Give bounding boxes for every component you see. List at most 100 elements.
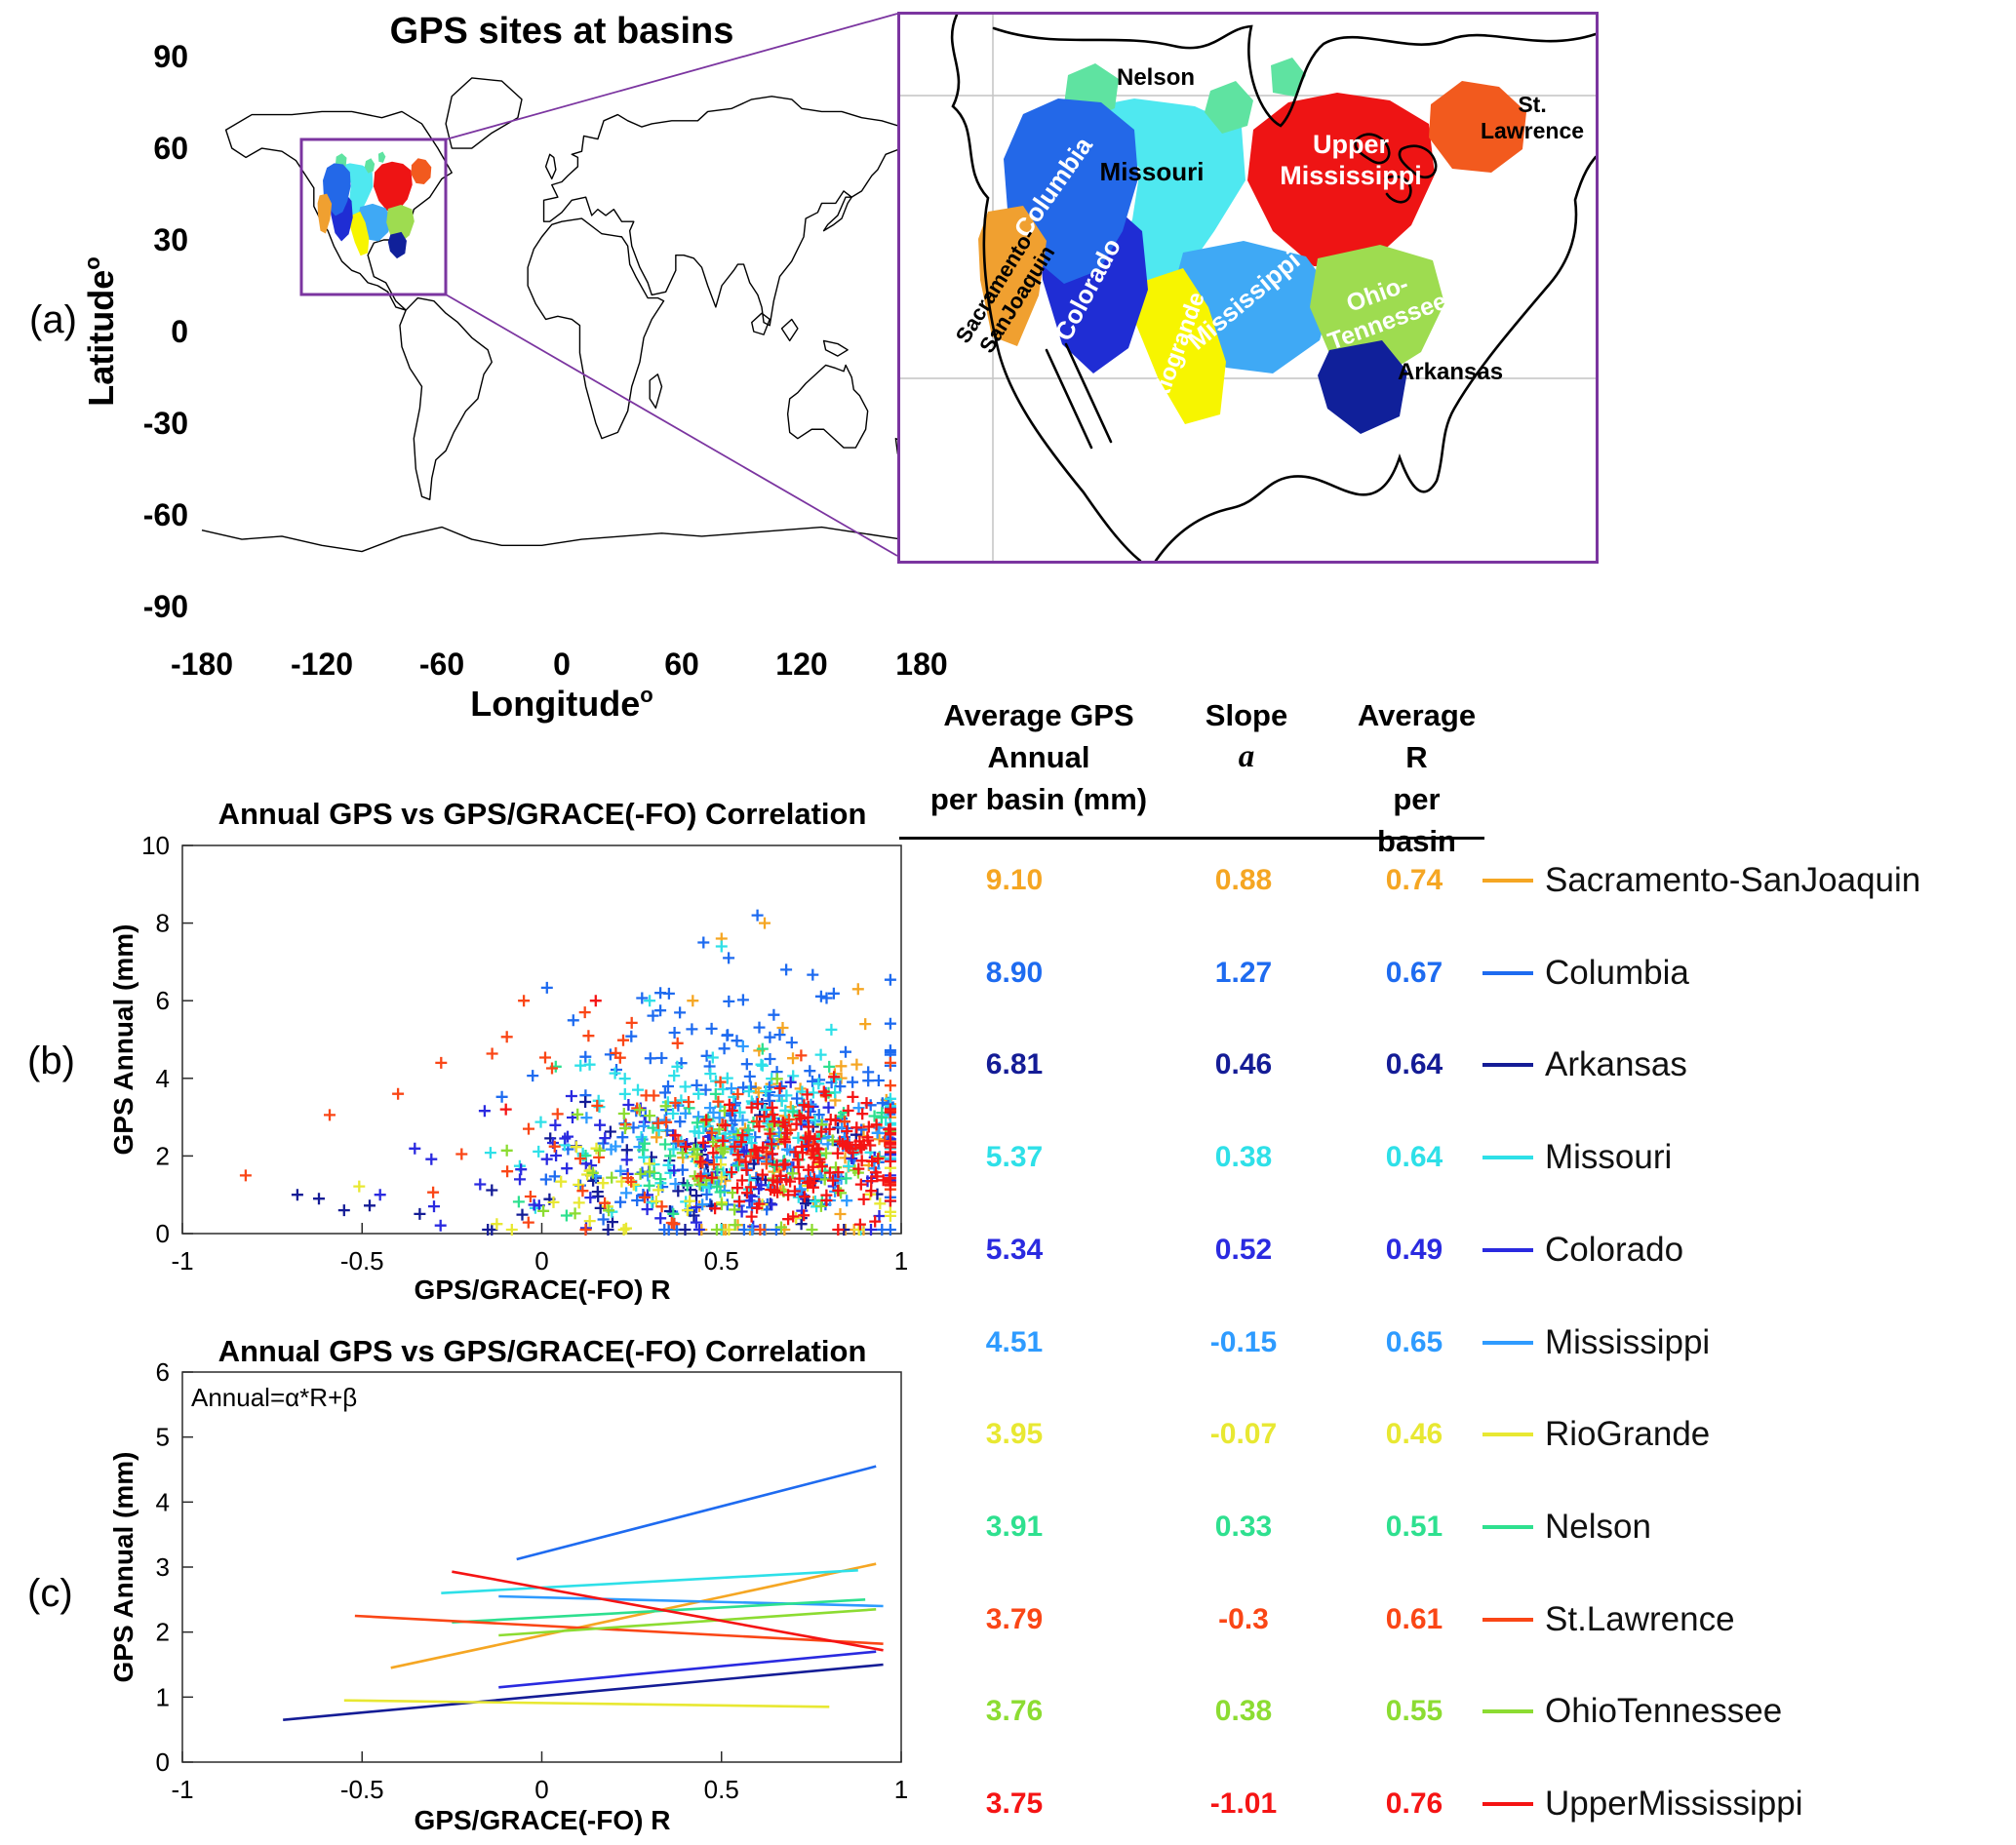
basin-name: RioGrande bbox=[1545, 1415, 1711, 1454]
mini-basin-sacramento-sanjoaquin bbox=[317, 193, 333, 234]
world-map: GPS sites at basins 90 60 30 0 -30 -60 -90 -180… bbox=[80, 11, 948, 724]
basin-label-upper-mississippi: UpperMississippi bbox=[1280, 130, 1422, 190]
col-header-r-line1: Average bbox=[1357, 698, 1477, 732]
basin-ohio-tennessee bbox=[1310, 245, 1444, 381]
mini-basin-st-lawrence bbox=[411, 158, 432, 184]
fit-line-Columbia bbox=[516, 1465, 877, 1561]
col-header-annual-line1: Average GPS bbox=[943, 698, 1134, 732]
inset-basin-shapes bbox=[978, 58, 1526, 434]
lon-tick-label: -60 bbox=[419, 647, 464, 682]
basin-st-lawrence bbox=[1429, 81, 1526, 173]
fit-line-Arkansas bbox=[283, 1663, 884, 1721]
basin-name: Missouri bbox=[1545, 1138, 1673, 1177]
mini-basin-upper-mississippi bbox=[373, 161, 413, 212]
legend-swatch bbox=[1482, 1340, 1533, 1345]
annual-value: 6.81 bbox=[985, 1048, 1044, 1081]
lat-tick-label: 30 bbox=[153, 222, 188, 257]
continent-africa bbox=[528, 218, 663, 439]
line-xtick-label: 1 bbox=[894, 1775, 908, 1804]
r-value: 0.55 bbox=[1385, 1695, 1443, 1728]
mini-basin-rio-grande bbox=[350, 211, 370, 256]
baja-california bbox=[1045, 342, 1113, 450]
scatter-xtick-label: -1 bbox=[171, 1246, 193, 1276]
island-japan bbox=[824, 197, 852, 230]
island-indonesia bbox=[752, 313, 848, 356]
basin-nelson bbox=[1205, 81, 1253, 134]
basin-label-text: Upper bbox=[1313, 130, 1390, 159]
table-row: 3.95 -0.07 0.46 RioGrande bbox=[0, 1410, 2016, 1459]
lat-tick-label: 0 bbox=[171, 314, 188, 349]
annual-value: 3.76 bbox=[985, 1695, 1044, 1728]
basin-label-nelson: Nelson bbox=[1117, 64, 1195, 91]
legend-swatch bbox=[1482, 1247, 1533, 1252]
table-row: 9.10 0.88 0.74 Sacramento-SanJoaquin bbox=[0, 856, 2016, 905]
col-header-annual-line2: Annual bbox=[987, 740, 1090, 774]
lon-tick-label: 120 bbox=[775, 647, 827, 682]
legend-swatch bbox=[1482, 879, 1533, 883]
table-row: 6.81 0.46 0.64 Arkansas bbox=[0, 1040, 2016, 1089]
lat-tick-label: -60 bbox=[143, 497, 188, 532]
inset-coastlines bbox=[950, 13, 1598, 563]
fit-line-Colorado bbox=[498, 1650, 877, 1689]
fit-line-Nelson bbox=[452, 1598, 866, 1624]
fit-line-Mississippi bbox=[498, 1594, 884, 1608]
annual-value: 3.95 bbox=[985, 1418, 1044, 1451]
great-lakes bbox=[1354, 133, 1438, 204]
basin-sacramento-sanjoaquin bbox=[978, 206, 1047, 346]
mini-basin-ohio-tennessee bbox=[386, 205, 415, 244]
slope-value: 0.52 bbox=[1214, 1233, 1273, 1266]
annual-value: 4.51 bbox=[985, 1325, 1044, 1358]
basin-upper-mississippi bbox=[1247, 93, 1435, 266]
r-value: 0.65 bbox=[1385, 1325, 1443, 1358]
basin-name: OhioTennessee bbox=[1545, 1692, 1783, 1731]
annual-value: 3.75 bbox=[985, 1787, 1044, 1820]
fit-line-St.Lawrence bbox=[354, 1614, 884, 1645]
scatter-ytick-label: 0 bbox=[156, 1219, 170, 1248]
line-xtick-label: -0.5 bbox=[340, 1775, 384, 1804]
basin-name: Sacramento-SanJoaquin bbox=[1545, 861, 1921, 899]
world-outline bbox=[202, 78, 922, 552]
slope-value: 0.38 bbox=[1214, 1141, 1273, 1174]
basin-label-arkansas: Arkansas bbox=[1398, 359, 1503, 385]
island-britain bbox=[546, 154, 556, 178]
line-xtick-label: -1 bbox=[171, 1775, 193, 1804]
continent-eurasia bbox=[544, 97, 920, 326]
panel-c-label: (c) bbox=[27, 1572, 73, 1615]
scatter-ytick-label: 8 bbox=[156, 909, 170, 938]
scatter-xtick-label: 1 bbox=[894, 1246, 908, 1276]
basin-label-text: St. bbox=[1518, 92, 1546, 117]
basin-label-missouri: Missouri bbox=[1100, 157, 1205, 186]
basin-label-text: Mississippi bbox=[1280, 161, 1422, 190]
col-header-annual: Average GPS Annual per basin (mm) bbox=[917, 694, 1161, 820]
mini-basin-nelson bbox=[364, 158, 376, 174]
world-axis-labels: Longitudeo Latitudeo bbox=[80, 256, 653, 724]
coast-pacific bbox=[950, 13, 1142, 563]
basin-name: Columbia bbox=[1545, 953, 1689, 992]
line-panel: Annual GPS vs GPS/GRACE(-FO) Correlation… bbox=[108, 1334, 908, 1835]
table-row: 3.75 -1.01 0.76 UpperMississippi bbox=[0, 1780, 2016, 1828]
annual-value: 8.90 bbox=[985, 956, 1044, 989]
basin-rio-grande bbox=[1136, 268, 1226, 424]
fit-equation: Annual=α*R+β bbox=[191, 1383, 357, 1412]
continent-antarctica bbox=[202, 528, 922, 552]
slope-value: -0.3 bbox=[1218, 1602, 1269, 1635]
mini-basin-nelson bbox=[377, 151, 386, 163]
legend-swatch bbox=[1482, 1709, 1533, 1714]
line-xtick-label: 0 bbox=[534, 1775, 548, 1804]
line-ytick-label: 3 bbox=[156, 1552, 170, 1582]
line-xtick-label: 0.5 bbox=[704, 1775, 739, 1804]
inset-map-canvas: Missouri Nelson UpperMississippi St.Lawrenc… bbox=[900, 13, 1598, 563]
table-header: Average GPS Annual per basin (mm) Slope … bbox=[0, 694, 2016, 860]
basin-name: Mississippi bbox=[1545, 1322, 1711, 1361]
annual-value: 9.10 bbox=[985, 864, 1044, 896]
scatter-ytick-label: 2 bbox=[156, 1141, 170, 1170]
basin-label-text: Missouri bbox=[1100, 157, 1205, 186]
continent-south-america bbox=[400, 298, 492, 500]
fit-lines bbox=[283, 1465, 884, 1721]
scatter-xtick-label: -0.5 bbox=[340, 1246, 384, 1276]
line-ytick-label: 6 bbox=[156, 1357, 170, 1387]
coast-gulf-atlantic bbox=[1154, 155, 1598, 563]
col-header-r: Average R per basin bbox=[1351, 694, 1482, 862]
basin-label-st-lawrence: St.Lawrence bbox=[1481, 92, 1584, 143]
basin-missouri bbox=[1064, 98, 1245, 297]
